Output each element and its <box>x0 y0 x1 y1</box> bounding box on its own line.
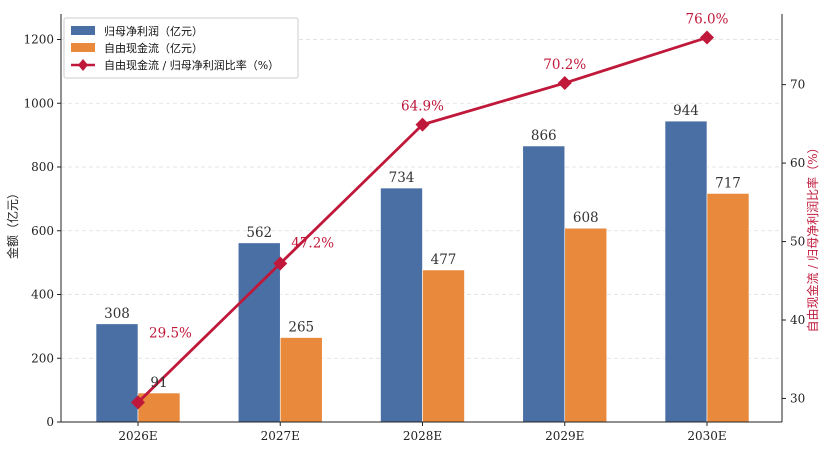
bar-value-label-net-profit: 562 <box>246 225 272 241</box>
ratio-marker <box>700 30 714 45</box>
y2-tick-label: 40 <box>790 313 805 327</box>
legend: 归母净利润（亿元） 自由现金流（亿元） 自由现金流 / 归母净利润比率（%） <box>63 17 299 79</box>
y-tick-label: 400 <box>31 288 54 302</box>
bar-fcf <box>564 227 608 423</box>
y-tick-label: 200 <box>31 351 54 365</box>
ratio-value-label: 76.0% <box>686 12 729 28</box>
legend-label-ratio: 自由现金流 / 归母净利润比率（%） <box>104 58 279 72</box>
bar-value-label-fcf: 608 <box>573 210 599 226</box>
bar-fcf <box>279 337 323 423</box>
bar-value-label-net-profit: 308 <box>104 306 130 322</box>
bar-net-profit <box>664 120 708 423</box>
y-axis-title: 金额（亿元） <box>5 187 20 259</box>
legend-swatch-net-profit <box>71 26 95 35</box>
bar-fcf <box>137 392 181 423</box>
bar-value-label-fcf: 265 <box>288 320 314 336</box>
bar-value-label-net-profit: 734 <box>389 170 415 186</box>
y-tick-label: 800 <box>31 160 54 174</box>
x-tick-label: 2026E <box>118 429 157 443</box>
ratio-value-label: 29.5% <box>149 325 192 341</box>
bar-fcf <box>706 193 750 423</box>
bar-value-label-net-profit: 866 <box>531 128 557 144</box>
axes: 0 200 400 600 800 1000 1200 30 40 50 60 70 2026E 2027… <box>23 14 805 443</box>
x-tick-label: 2027E <box>261 429 300 443</box>
y-tick-label: 0 <box>46 415 54 429</box>
x-tick-label: 2028E <box>403 429 442 443</box>
y2-tick-label: 70 <box>790 78 805 92</box>
y-tick-label: 1000 <box>23 96 54 110</box>
x-tick-label: 2029E <box>545 429 584 443</box>
legend-label-net-profit: 归母净利润（亿元） <box>104 24 203 38</box>
bar-net-profit <box>522 145 566 423</box>
x-tick-label: 2030E <box>687 429 726 443</box>
ratio-marker <box>415 117 430 132</box>
ratio-marker <box>131 395 145 410</box>
ratio-marker <box>273 256 288 271</box>
ratio-marker <box>557 76 572 91</box>
y2-tick-label: 50 <box>790 235 805 249</box>
legend-swatch-fcf <box>71 43 95 52</box>
bar-net-profit <box>95 323 139 423</box>
legend-label-fcf: 自由现金流（亿元） <box>104 41 203 55</box>
bars <box>95 120 750 423</box>
bar-value-label-fcf: 91 <box>150 375 167 391</box>
y2-tick-label: 60 <box>790 156 805 170</box>
y2-tick-label: 30 <box>790 391 805 405</box>
ratio-value-label: 64.9% <box>401 99 444 115</box>
y-tick-label: 600 <box>31 224 54 238</box>
legend-frame <box>63 17 299 79</box>
bar-fcf <box>422 269 465 423</box>
bar-value-label-net-profit: 944 <box>673 103 699 119</box>
data-labels: 308 91 562 265 734 477 866 608 944 717 29.5% 47.2% 6… <box>104 12 741 391</box>
bar-value-label-fcf: 477 <box>431 252 457 268</box>
y2-axis-title: 自由现金流 / 归母净利润比率（%） <box>805 141 820 332</box>
y-tick-label: 1200 <box>23 33 54 47</box>
ratio-value-label: 47.2% <box>291 236 334 252</box>
legend-swatch-ratio-marker <box>78 59 88 71</box>
ratio-value-label: 70.2% <box>543 57 586 73</box>
bar-value-label-fcf: 717 <box>715 175 741 191</box>
bar-net-profit <box>380 187 423 423</box>
ratio-line-layer <box>131 30 714 410</box>
